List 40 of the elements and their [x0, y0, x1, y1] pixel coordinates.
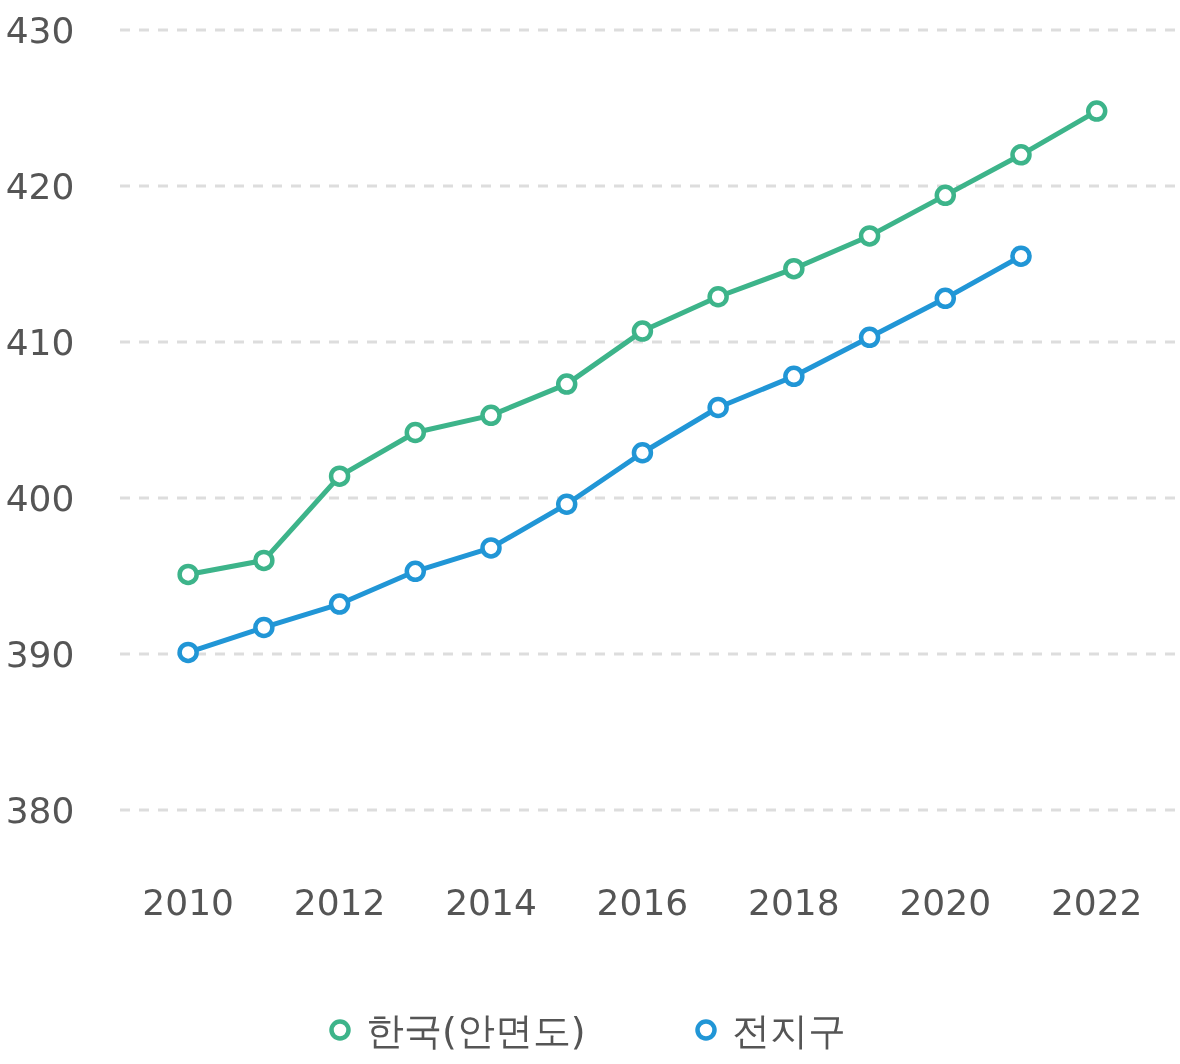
y-tick-label: 420 [5, 165, 75, 207]
point [858, 326, 881, 349]
point [328, 593, 351, 615]
y-tick-label: 410 [5, 321, 75, 363]
point [1010, 144, 1032, 166]
y-tick-label: 380 [5, 789, 75, 831]
point [1085, 100, 1108, 122]
x-tick-label: 2014 [445, 881, 537, 923]
legend-label: 한국(안면도) [366, 1008, 586, 1053]
x-tick-label: 2016 [596, 881, 689, 923]
point [783, 257, 805, 280]
y-tick-label: 400 [5, 477, 75, 519]
point [253, 616, 275, 639]
point [631, 320, 654, 342]
point [707, 286, 729, 308]
point [783, 365, 805, 388]
x-tick-label: 2010 [142, 881, 234, 923]
point [404, 421, 427, 444]
point [934, 184, 957, 207]
point [934, 287, 957, 310]
x-tick-label: 2020 [899, 881, 992, 923]
point [631, 442, 654, 464]
point [177, 563, 199, 586]
x-tick-label: 2022 [1050, 881, 1143, 923]
x-tick-label: 2012 [293, 881, 386, 923]
y-tick-label: 430 [5, 9, 75, 51]
point [707, 396, 729, 419]
y-tick-label: 390 [5, 633, 75, 675]
point [555, 373, 578, 395]
point [1010, 245, 1032, 267]
point [404, 560, 427, 583]
x-tick-label: 2018 [748, 881, 840, 923]
point [480, 537, 502, 559]
legend-label: 전지구 [732, 1008, 846, 1053]
point [555, 493, 578, 515]
point [177, 641, 199, 664]
point [328, 465, 351, 487]
point [480, 404, 502, 427]
point [858, 225, 881, 247]
point [253, 549, 275, 572]
